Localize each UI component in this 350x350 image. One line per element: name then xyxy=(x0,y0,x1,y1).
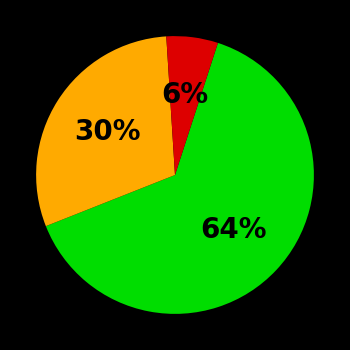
Wedge shape xyxy=(46,43,314,314)
Wedge shape xyxy=(166,36,218,175)
Text: 64%: 64% xyxy=(201,216,267,244)
Text: 30%: 30% xyxy=(74,118,140,146)
Text: 6%: 6% xyxy=(162,81,209,109)
Wedge shape xyxy=(36,36,175,226)
